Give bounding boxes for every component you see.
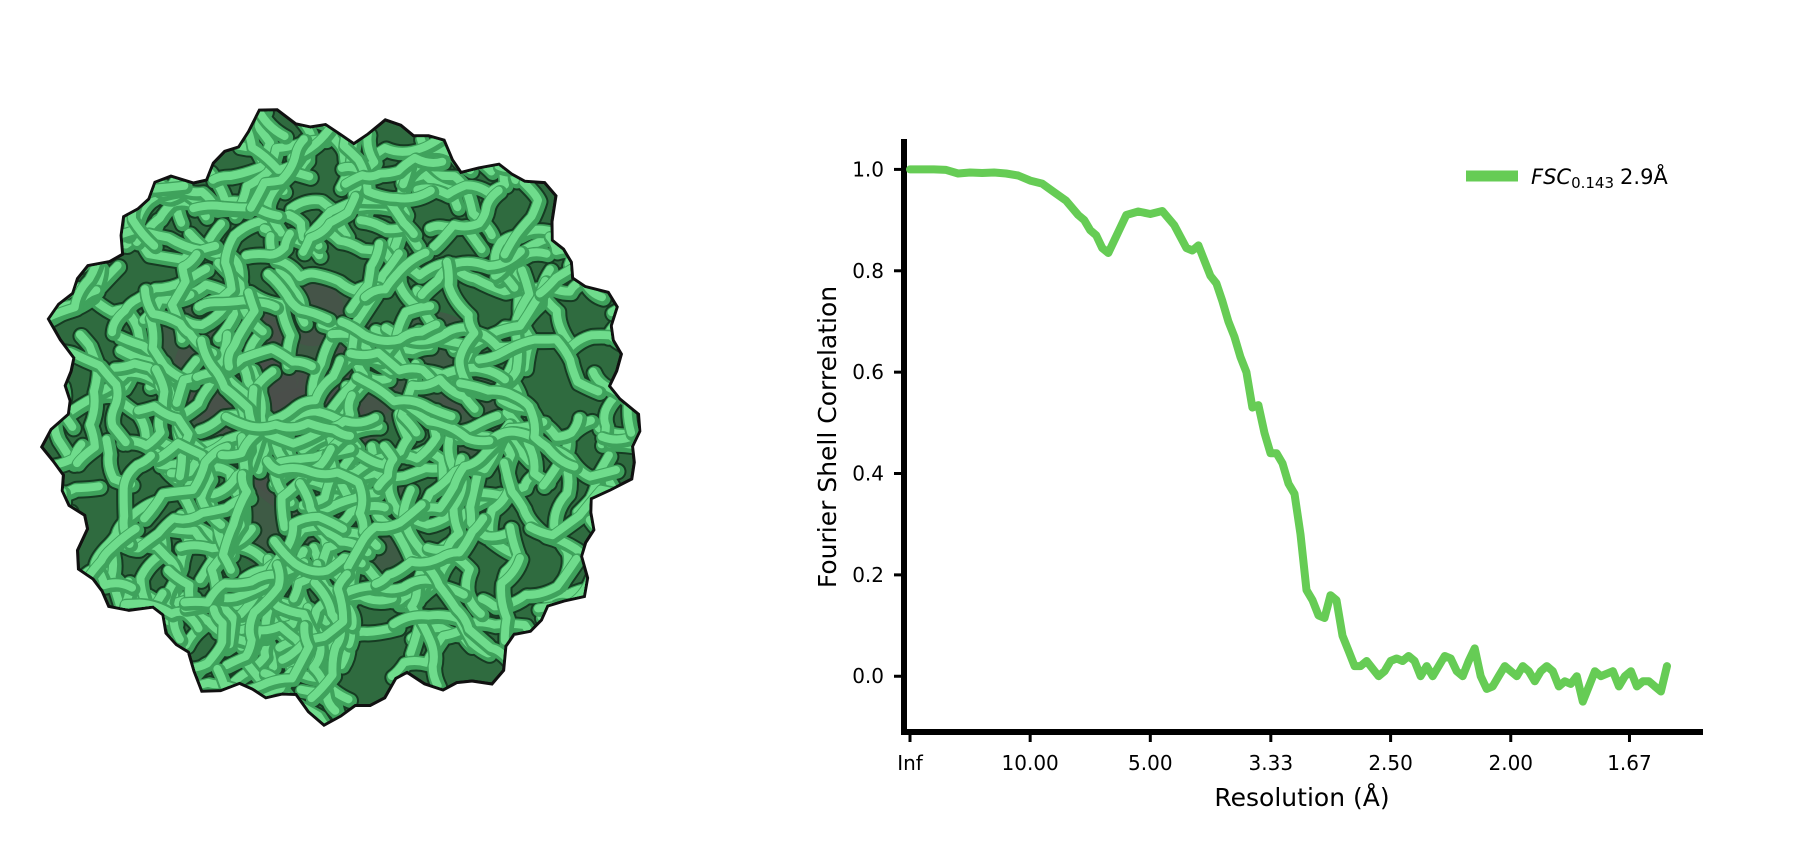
- map-tube-highlight: [81, 524, 140, 586]
- fsc-series-layer: [906, 165, 1671, 706]
- map-tube-highlight: [477, 554, 581, 611]
- map-tube-highlight: [43, 440, 86, 530]
- map-tube-highlight: [466, 471, 515, 541]
- map-tube-highlight: [339, 469, 455, 529]
- map-tube-highlight: [352, 372, 456, 421]
- map-tube-highlight: [360, 248, 430, 302]
- map-tube-highlight: [429, 186, 503, 251]
- map-tube-highlight: [194, 296, 280, 311]
- map-tube-highlight: [119, 451, 155, 548]
- map-tube-highlight: [143, 228, 220, 254]
- map-tube-highlight: [140, 442, 231, 523]
- map-tube-highlight: [268, 356, 344, 424]
- map-tube-highlight: [371, 514, 488, 588]
- x-tick-label: Inf: [897, 751, 924, 775]
- map-tube-highlight: [343, 500, 426, 571]
- map-tube-highlight: [222, 560, 284, 670]
- map-tube-highlight: [43, 354, 77, 468]
- fsc-curve: [906, 165, 1671, 706]
- legend-label-fsc: FSC: [1531, 165, 1571, 189]
- map-tube-highlight: [456, 379, 579, 471]
- y-axis-title: Fourier Shell Correlation: [813, 286, 842, 588]
- x-tick-label: 3.33: [1249, 751, 1294, 775]
- density-map-render: [39, 108, 642, 728]
- map-tube-highlight: [296, 479, 372, 557]
- map-tube-highlight: [346, 348, 440, 389]
- x-tick-label: 5.00: [1128, 751, 1173, 775]
- map-tube-highlight: [374, 442, 398, 491]
- map-tube-highlight: [594, 412, 639, 439]
- map-tube-highlight: [263, 269, 332, 324]
- y-tick-label: 0.2: [852, 563, 884, 587]
- map-tube-highlight: [197, 336, 260, 460]
- x-tick-label: 10.00: [1002, 751, 1059, 775]
- y-tick-label: 0.0: [852, 664, 884, 688]
- legend: FSC0.143 2.9Å: [1466, 163, 1668, 192]
- x-axis: Inf 10.00 5.00 3.33 2.50 2.00 1.67 Resolution …: [897, 729, 1703, 812]
- map-tube-highlight: [550, 455, 573, 589]
- map-tube-highlight: [307, 578, 345, 703]
- map-tube-highlight: [73, 330, 102, 468]
- map-tube-highlight: [497, 554, 524, 645]
- map-tube-highlight: [43, 240, 103, 368]
- x-tick-label: 1.67: [1607, 751, 1652, 775]
- map-tube-highlight: [496, 266, 534, 390]
- map-tube-highlight: [224, 288, 259, 371]
- map-tube-highlight: [444, 431, 537, 500]
- y-tick-label: 0.4: [852, 462, 884, 486]
- map-tube-highlight: [500, 178, 542, 259]
- map-tube-highlight: [219, 470, 251, 574]
- map-tube-highlight: [299, 192, 360, 256]
- map-tube-highlight: [117, 365, 169, 450]
- map-tube-highlight: [171, 605, 227, 672]
- map-tube-highlight: [475, 335, 603, 396]
- y-tick-label: 0.8: [852, 259, 884, 283]
- map-tube-highlight: [241, 229, 294, 260]
- y-tick-label: 1.0: [852, 157, 884, 181]
- map-tube-highlight: [146, 290, 197, 386]
- map-tube-highlight: [341, 153, 447, 188]
- map-tube-highlight: [413, 159, 510, 199]
- map-tube-highlight: [417, 247, 525, 299]
- map-tube-highlight: [397, 375, 479, 437]
- map-tube-highlight: [246, 135, 308, 212]
- map-tube-highlight: [108, 277, 187, 337]
- map-tube-highlight: [346, 239, 384, 314]
- x-axis-title: Resolution (Å): [1214, 783, 1389, 812]
- y-axis: 0.0 0.2 0.4 0.6 0.8 1.0 Fourier Shell Correla…: [813, 139, 907, 735]
- x-tick-label: 2.50: [1368, 751, 1413, 775]
- map-tube-highlight: [140, 285, 217, 357]
- y-tick-label: 0.6: [852, 360, 884, 384]
- map-tube-highlight: [189, 201, 283, 220]
- map-tube-highlight: [117, 494, 246, 553]
- map-tube-highlight: [219, 111, 289, 141]
- legend-label-value: 2.9Å: [1620, 163, 1668, 189]
- map-tube-highlight: [263, 456, 368, 536]
- map-tube-highlight: [337, 317, 441, 345]
- map-tube-highlight: [419, 558, 515, 667]
- legend-label: FSC0.143 2.9Å: [1531, 163, 1668, 192]
- density-map-panel: [30, 100, 680, 760]
- x-tick-label: 2.00: [1488, 751, 1533, 775]
- legend-label-subscript: 0.143: [1571, 174, 1614, 192]
- map-tube-highlight: [221, 412, 354, 440]
- map-tube-highlight: [213, 621, 313, 696]
